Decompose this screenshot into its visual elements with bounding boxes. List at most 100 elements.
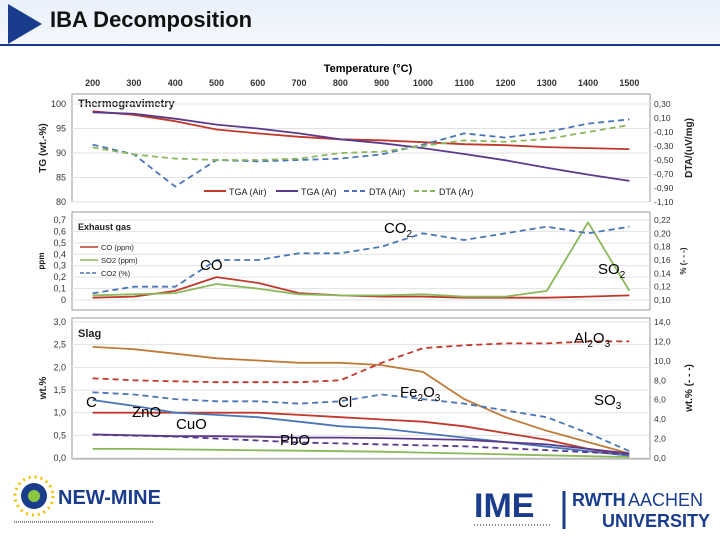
series-line-c — [92, 399, 630, 457]
ime-text: IME — [474, 487, 534, 525]
y2-tick: 0,30 — [654, 99, 671, 109]
y2-tick: 0,16 — [654, 255, 671, 265]
gas-ylabel: ppm — [37, 253, 46, 270]
temperature-tick: 300 — [126, 78, 141, 88]
series-line-so2-ppm- — [92, 221, 631, 298]
annotation-so3: SO3 — [594, 392, 621, 412]
y2-tick: -0,10 — [654, 127, 674, 137]
legend-co2: CO2 (%) — [101, 269, 131, 278]
annotation-co: CO — [200, 257, 223, 274]
legend-tga-air: TGA (Air) — [229, 187, 267, 197]
temperature-tick: 700 — [292, 78, 307, 88]
series-line-dta-ar- — [92, 124, 630, 161]
tg-y2label: DTA/(uV/mg) — [684, 118, 695, 178]
temperature-tick: 900 — [374, 78, 389, 88]
series-line-dta-air- — [92, 118, 630, 188]
slide-title: IBA Decomposition — [50, 7, 253, 32]
temperature-tick: 1200 — [495, 78, 515, 88]
temperature-tick: 500 — [209, 78, 224, 88]
y2-tick: -1,10 — [654, 197, 674, 207]
temperature-tick: 1000 — [413, 78, 433, 88]
y2-tick: -0,90 — [654, 183, 674, 193]
y2-tick: -0,30 — [654, 141, 674, 151]
y2-tick: 4,0 — [654, 414, 666, 424]
legend-so2: SO2 (ppm) — [101, 256, 138, 265]
y-tick: 0,3 — [53, 261, 66, 271]
y-tick: 95 — [56, 124, 66, 134]
y-tick: 0,6 — [53, 226, 66, 236]
gas-y2label: % (- - -) — [679, 247, 688, 274]
temperature-tick: 1300 — [537, 78, 557, 88]
series-line-al2o3 — [92, 340, 630, 384]
y2-tick: -0,70 — [654, 169, 674, 179]
y-tick: 0,2 — [53, 272, 66, 282]
annotation-so2: SO2 — [598, 261, 625, 281]
temperature-axis-label: Temperature (°C) — [324, 63, 413, 75]
y-tick: 0,1 — [53, 284, 66, 294]
series-line-cl — [92, 391, 630, 453]
y-tick: 0 — [61, 295, 66, 305]
annotation-co2: CO2 — [384, 220, 412, 240]
series-line-tga-air- — [92, 110, 630, 150]
annotation-zno-text: ZnO — [132, 404, 162, 421]
series-line-tga-ar- — [92, 111, 630, 182]
legend-dta-ar: DTA (Ar) — [439, 187, 473, 197]
title-arrow-icon — [8, 4, 42, 44]
y2-tick: 14,0 — [654, 317, 671, 327]
y2-tick: 10,0 — [654, 356, 671, 366]
legend-dta-air: DTA (Air) — [369, 187, 405, 197]
annotation-al2o3-text: Al2O3 — [574, 330, 611, 350]
gas-panel-title: Exhaust gas — [78, 222, 131, 232]
y2-tick: 0,10 — [654, 113, 671, 123]
annotation-co2-text: CO2 — [384, 220, 413, 240]
temperature-tick: 1500 — [619, 78, 639, 88]
y-tick: 2,5 — [53, 340, 66, 350]
y-tick: 0,4 — [53, 249, 66, 259]
series-line-co2- — [92, 225, 630, 295]
y-tick: 0,0 — [53, 453, 66, 463]
y-tick: 0,5 — [53, 238, 66, 248]
annotation-cuo-text: CuO — [176, 416, 207, 433]
y2-tick: 0,14 — [654, 268, 671, 278]
ime-rwth-logo: IME RWTH AACHEN UNIVERSITY — [474, 487, 710, 531]
slag-ylabel: wt.% — [38, 377, 49, 401]
y-tick: 80 — [56, 197, 66, 207]
y-tick: 90 — [56, 148, 66, 158]
university-text: UNIVERSITY — [602, 511, 710, 531]
gas-panel — [71, 211, 651, 311]
y2-tick: 12,0 — [654, 336, 671, 346]
y-tick: 1,0 — [53, 408, 66, 418]
y-tick: 0,7 — [53, 215, 66, 225]
annotation-c: C — [86, 394, 97, 411]
y2-tick: 0,10 — [654, 295, 671, 305]
legend-tga-ar: TGA (Ar) — [301, 187, 337, 197]
y2-tick: -0,50 — [654, 155, 674, 165]
annotation-pbo: PbO — [280, 432, 310, 449]
y2-tick: 8,0 — [654, 375, 666, 385]
annotation-c-text: C — [86, 394, 97, 411]
y2-tick: 6,0 — [654, 395, 666, 405]
title-bar: IBA Decomposition — [0, 0, 720, 46]
annotation-co-text: CO — [200, 257, 223, 274]
y2-tick: 0,12 — [654, 282, 671, 292]
y2-tick: 0,18 — [654, 242, 671, 252]
series-line-cuo — [92, 433, 630, 455]
y2-tick: 2,0 — [654, 434, 666, 444]
annotation-fe2o3: Fe2O3 — [400, 384, 440, 404]
annotation-cuo: CuO — [176, 416, 207, 433]
y-tick: 2,0 — [53, 362, 66, 372]
y2-tick: 0,22 — [654, 215, 671, 225]
annotation-so2-text: SO2 — [598, 261, 626, 281]
slag-panel — [71, 317, 651, 460]
new-mine-logo: NEW-MINE — [13, 475, 161, 523]
y-tick: 100 — [51, 99, 66, 109]
new-mine-text: NEW-MINE — [58, 487, 161, 509]
slag-y2label: wt.% (- - -) — [684, 364, 695, 413]
aachen-text: AACHEN — [628, 490, 703, 510]
annotation-so3-text: SO3 — [594, 392, 622, 412]
annotation-zno: ZnO — [132, 404, 161, 421]
y2-tick: 0,0 — [654, 453, 666, 463]
series-line-fe2o3 — [92, 346, 630, 455]
y-tick: 85 — [56, 173, 66, 183]
